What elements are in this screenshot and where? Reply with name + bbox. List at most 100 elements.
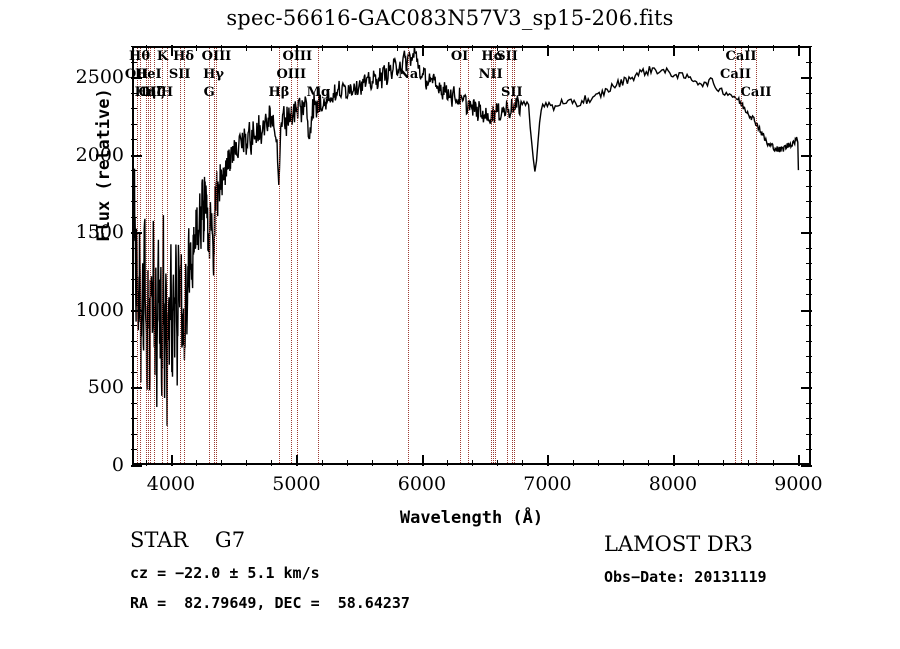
spectral-line-label: Hζ bbox=[144, 85, 165, 100]
y-tick bbox=[131, 232, 142, 235]
spectral-line bbox=[145, 46, 148, 465]
spectral-line bbox=[756, 46, 758, 465]
flux-curve bbox=[132, 46, 800, 426]
y-tick bbox=[131, 387, 142, 390]
spectral-line bbox=[162, 46, 164, 465]
x-tick-top bbox=[497, 45, 499, 51]
y-tick bbox=[131, 309, 142, 312]
spectral-line-label: Hδ bbox=[173, 49, 195, 64]
x-tick-top bbox=[698, 45, 700, 51]
spectral-line-label: OIII bbox=[201, 49, 232, 64]
spectral-line bbox=[459, 46, 462, 465]
y-tick bbox=[131, 170, 137, 172]
y-tick-right bbox=[801, 465, 812, 467]
y-tick bbox=[131, 139, 137, 141]
spectral-line-label: K bbox=[156, 49, 169, 64]
spectral-line bbox=[490, 46, 493, 465]
spectrum-plot bbox=[131, 45, 812, 467]
spectral-line bbox=[291, 46, 293, 465]
x-tick-top bbox=[472, 45, 474, 51]
x-tick-top bbox=[547, 45, 550, 56]
x-tick-top bbox=[271, 45, 273, 51]
x-tick-top bbox=[170, 45, 173, 56]
spectral-line-label: Mg bbox=[306, 85, 331, 100]
y-tick bbox=[131, 201, 137, 203]
spectral-line-label: G bbox=[203, 85, 215, 100]
spectral-line-label: SII bbox=[168, 67, 191, 82]
footer-left: STAR G7 cz = −22.0 ± 5.1 km/s RA = 82.79… bbox=[130, 528, 410, 612]
survey-name: LAMOST DR3 bbox=[604, 532, 753, 556]
spectral-line-label: SII bbox=[496, 49, 518, 64]
y-tick bbox=[131, 340, 137, 342]
spectral-line bbox=[467, 46, 470, 465]
y-tick-right bbox=[801, 387, 812, 390]
spectral-line-label: Hη bbox=[134, 85, 157, 100]
x-tick-label: 7000 bbox=[523, 473, 572, 495]
y-tick bbox=[131, 247, 137, 249]
x-tick-top bbox=[396, 45, 398, 51]
x-tick-label: 9000 bbox=[774, 473, 823, 495]
x-tick-top bbox=[246, 45, 248, 51]
x-axis-title: Wavelength (Å) bbox=[399, 508, 544, 528]
plot-frame bbox=[132, 46, 811, 465]
x-tick-top bbox=[221, 45, 223, 51]
x-tick-top bbox=[321, 45, 323, 51]
x-tick-top bbox=[572, 45, 574, 51]
y-tick bbox=[131, 356, 137, 358]
y-tick bbox=[131, 61, 137, 63]
x-tick-top bbox=[798, 45, 801, 56]
x-tick-top bbox=[748, 45, 750, 51]
y-tick bbox=[131, 216, 137, 218]
x-tick bbox=[547, 455, 550, 466]
spectral-line-label: OI bbox=[450, 49, 469, 64]
spectral-line bbox=[183, 46, 186, 465]
y-tick-label: 1000 bbox=[75, 298, 124, 321]
spectral-line bbox=[216, 46, 218, 465]
spectral-line bbox=[513, 46, 516, 465]
x-tick-top bbox=[421, 45, 424, 56]
object-class: STAR G7 bbox=[130, 528, 246, 552]
y-tick bbox=[131, 294, 137, 296]
spectral-line bbox=[154, 46, 156, 465]
x-tick-top bbox=[622, 45, 624, 51]
footer-right: LAMOST DR3 Obs−Date: 20131119 bbox=[604, 532, 767, 586]
y-tick bbox=[131, 263, 137, 265]
observation-date: Obs−Date: 20131119 bbox=[604, 568, 767, 586]
y-tick bbox=[131, 418, 137, 420]
radial-velocity: cz = −22.0 ± 5.1 km/s bbox=[130, 564, 320, 582]
spectral-line-label: Hγ bbox=[203, 67, 225, 82]
spectral-line bbox=[179, 46, 182, 465]
spectral-line bbox=[492, 46, 495, 465]
y-tick-label: 0 bbox=[111, 454, 124, 476]
x-tick-top bbox=[723, 45, 725, 51]
spectral-line bbox=[507, 46, 509, 465]
x-tick-top bbox=[597, 45, 599, 51]
spectral-line bbox=[148, 46, 150, 465]
y-tick bbox=[131, 402, 137, 404]
y-tick-label: 500 bbox=[87, 376, 124, 399]
x-tick-label: 4000 bbox=[146, 473, 196, 495]
x-tick-top bbox=[672, 45, 675, 56]
y-tick-label: 2500 bbox=[75, 66, 124, 89]
spectral-line bbox=[740, 46, 743, 465]
y-tick bbox=[131, 433, 137, 435]
x-tick-label: 8000 bbox=[648, 473, 698, 495]
y-tick-label: 1500 bbox=[75, 221, 124, 244]
spectral-line bbox=[495, 46, 497, 465]
x-tick bbox=[672, 455, 675, 466]
page-title: spec-56616-GAC083N57V3_sp15-206.fits bbox=[226, 6, 674, 30]
spectral-line bbox=[139, 46, 142, 465]
x-tick-top bbox=[647, 45, 649, 51]
spectral-line-label: Hθ bbox=[129, 49, 150, 64]
spectral-line-label: CaII bbox=[725, 49, 757, 64]
spectral-line-label: Hβ bbox=[268, 85, 290, 100]
y-tick bbox=[131, 465, 142, 467]
spectral-line bbox=[297, 46, 299, 465]
x-tick-top bbox=[371, 45, 373, 51]
y-tick bbox=[131, 77, 142, 80]
y-tick bbox=[131, 371, 137, 373]
y-tick-right bbox=[801, 77, 812, 80]
x-tick bbox=[170, 455, 173, 466]
spectral-line-label: OIII bbox=[282, 49, 313, 64]
y-tick-label: 2000 bbox=[75, 143, 124, 166]
